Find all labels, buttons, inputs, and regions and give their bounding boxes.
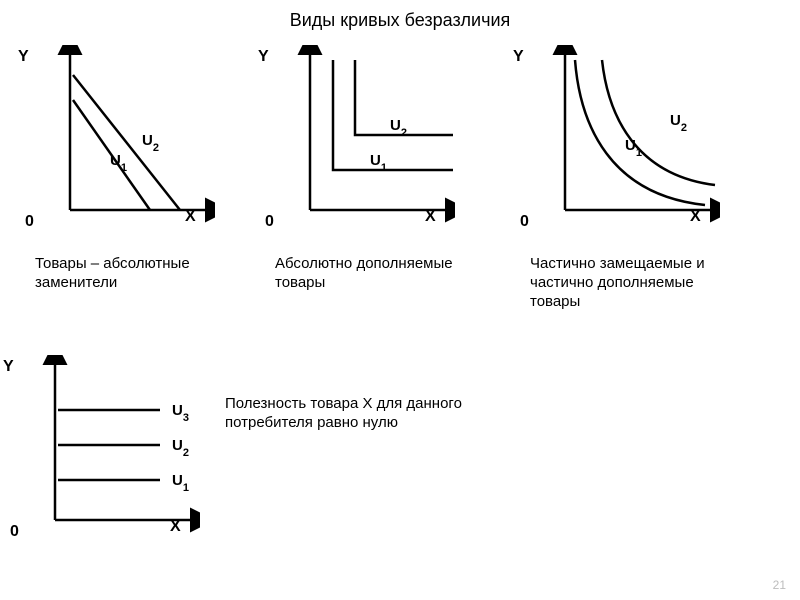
origin-label: 0 — [265, 213, 274, 231]
curve-u2 — [73, 75, 180, 210]
caption-zero-utility: Полезность товара Х для данного потребит… — [225, 395, 485, 433]
chart-partial: U1 U2 Y X 0 — [530, 45, 720, 230]
label-u3: U3 — [172, 402, 189, 424]
label-u2: U2 — [142, 132, 159, 154]
caption-partial: Частично замещаемые и частично дополняем… — [530, 255, 740, 311]
chart-substitutes: U1 U2 Y X 0 — [35, 45, 215, 230]
origin-label: 0 — [10, 523, 19, 541]
y-axis-label: Y — [3, 358, 14, 376]
y-axis-label: Y — [513, 48, 524, 66]
label-u1: U1 — [625, 137, 642, 159]
label-u1: U1 — [172, 472, 189, 494]
page-title: Виды кривых безразличия — [290, 10, 511, 31]
origin-label: 0 — [520, 213, 529, 231]
x-axis-label: X — [170, 518, 181, 536]
chart-complements: U1 U2 Y X 0 — [275, 45, 455, 230]
y-axis-label: Y — [258, 48, 269, 66]
label-u1: U1 — [110, 152, 127, 174]
x-axis-label: X — [185, 208, 196, 226]
curve-u2 — [355, 60, 453, 135]
label-u2: U2 — [172, 437, 189, 459]
label-u2: U2 — [670, 112, 687, 134]
page-number: 21 — [773, 578, 786, 592]
x-axis-label: X — [690, 208, 701, 226]
curve-u1 — [333, 60, 453, 170]
caption-substitutes: Товары – абсолютные заменители — [35, 255, 215, 293]
y-axis-label: Y — [18, 48, 29, 66]
caption-complements: Абсолютно дополняемые товары — [275, 255, 475, 293]
x-axis-label: X — [425, 208, 436, 226]
chart-zero-utility: U1 U2 U3 Y X 0 — [20, 355, 200, 540]
origin-label: 0 — [25, 213, 34, 231]
